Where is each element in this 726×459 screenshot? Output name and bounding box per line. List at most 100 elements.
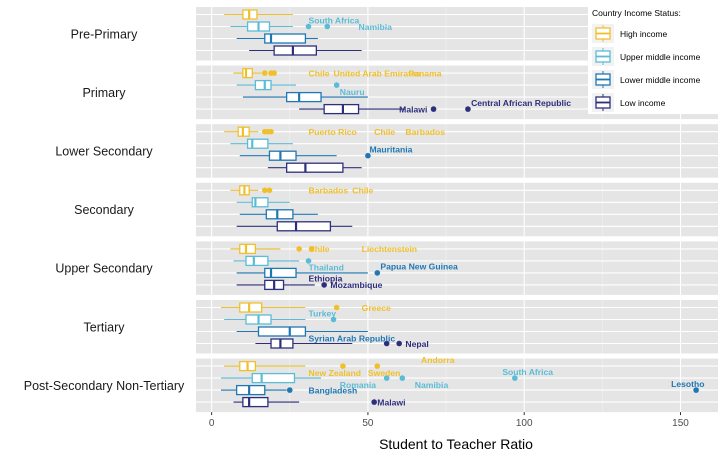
annotation-syrian-arab-republic: Syrian Arab Republic — [309, 333, 396, 343]
outlier-point — [333, 304, 340, 311]
iqr-box — [323, 103, 360, 115]
x-tick-label: 50 — [362, 418, 374, 429]
outlier-point — [371, 399, 377, 405]
box-tertiary-high-income — [221, 302, 306, 313]
iqr-box — [273, 45, 317, 56]
legend-label: Upper middle income — [620, 52, 701, 62]
annotation-namibia: Namibia — [415, 380, 449, 390]
outlier-point — [340, 363, 346, 369]
annotation-ethiopia: Ethiopia — [309, 274, 343, 284]
facet-label-primary: Primary — [82, 86, 126, 100]
box-pre-primary-lower-middle-income — [236, 33, 318, 44]
outlier-point — [324, 23, 331, 30]
iqr-box — [242, 67, 253, 79]
annotation-mauritania: Mauritania — [369, 145, 412, 155]
outlier-point — [512, 375, 518, 381]
box-primary-upper-middle-income — [236, 79, 297, 91]
box-primary-low-income — [299, 103, 406, 115]
box-lower-secondary-low-income — [267, 162, 362, 173]
annotation-namibia: Namibia — [359, 22, 393, 32]
iqr-box — [264, 267, 297, 279]
box-tertiary-lower-middle-income — [236, 326, 368, 337]
box-pre-primary-low-income — [249, 45, 362, 56]
outlier-point — [465, 106, 471, 112]
annotation-south-africa: South Africa — [309, 15, 360, 25]
box-secondary-low-income — [236, 221, 353, 232]
box-upper-secondary-upper-middle-income — [233, 255, 300, 267]
outlier-point — [383, 375, 390, 381]
facet-label-secondary: Secondary — [74, 203, 135, 217]
panel-post-secondary-non-tertiary — [196, 358, 718, 413]
outlier-point — [333, 82, 340, 88]
annotation-central-african-republic: Central African Republic — [471, 98, 571, 108]
legend-entry-high-income: High income — [592, 24, 668, 43]
annotation-nepal: Nepal — [405, 339, 428, 349]
iqr-box — [285, 91, 322, 103]
legend-label: Lower middle income — [620, 75, 701, 85]
legend-title: Country Income Status: — [592, 8, 681, 18]
outlier-point — [286, 387, 293, 393]
facet-label-tertiary: Tertiary — [84, 320, 126, 334]
annotation-panama: Panama — [409, 68, 442, 78]
annotation-barbados: Barbados — [405, 127, 445, 137]
annotation-turkey: Turkey — [309, 308, 337, 318]
box-pre-primary-upper-middle-income — [230, 21, 293, 32]
box-upper-secondary-high-income — [230, 243, 281, 255]
facet-labels: Pre-Primary Primary Lower Secondary Seconda… — [24, 27, 185, 393]
annotation-thailand: Thailand — [309, 263, 344, 273]
box-lower-secondary-upper-middle-income — [230, 138, 293, 149]
x-tick-label: 150 — [672, 418, 689, 429]
annotation-lesotho: Lesotho — [671, 379, 704, 389]
iqr-box — [242, 396, 269, 408]
box-post-secondary-non-tertiary-high-income — [224, 360, 306, 372]
annotation-chile: Chile — [374, 127, 395, 137]
box-upper-secondary-lower-middle-income — [236, 267, 368, 279]
facet-label-post-secondary-non-tertiary: Post-Secondary Non-Tertiary — [24, 379, 185, 393]
annotation-bangladesh: Bangladesh — [309, 385, 358, 395]
outlier-point — [374, 270, 381, 276]
iqr-box — [257, 326, 307, 337]
annotation-papua-new-guinea: Papua New Guinea — [380, 262, 458, 272]
annotation-malawi: Malawi — [399, 104, 427, 114]
outlier-point — [271, 70, 277, 76]
box-post-secondary-non-tertiary-lower-middle-income — [221, 384, 287, 396]
iqr-box — [239, 302, 263, 313]
iqr-box — [285, 162, 344, 173]
facet-label-lower-secondary: Lower Secondary — [55, 144, 153, 158]
outlier-point — [261, 187, 268, 194]
annotation-united-arab-emirates: United Arab Emirates — [334, 68, 421, 78]
outlier-point — [396, 340, 402, 347]
iqr-box — [239, 243, 257, 255]
box-pre-primary-high-income — [224, 9, 293, 20]
x-axis: 0 50 100 150 — [209, 412, 689, 429]
iqr-box — [268, 150, 297, 161]
annotation-chile: Chile — [309, 244, 330, 254]
annotation-chile: Chile — [309, 68, 330, 78]
annotation-south-africa: South Africa — [502, 367, 553, 377]
annotation-romania: Romania — [340, 380, 377, 390]
annotation-barbados: Barbados — [309, 186, 349, 196]
box-primary-lower-middle-income — [242, 91, 368, 103]
box-upper-secondary-low-income — [236, 279, 315, 291]
outlier-point — [330, 316, 337, 323]
iqr-box — [235, 384, 266, 396]
outlier-point — [374, 363, 381, 369]
iqr-box — [264, 33, 307, 44]
annotation-malawi: Malawi — [377, 397, 405, 407]
annotation-nauru: Nauru — [340, 87, 365, 97]
iqr-box — [254, 79, 272, 91]
legend-entry-upper-middle-income: Upper middle income — [592, 47, 701, 66]
outlier-point — [261, 70, 268, 76]
outlier-point — [365, 152, 371, 159]
x-tick-label: 100 — [516, 418, 533, 429]
outlier-point — [383, 340, 390, 347]
x-tick-label: 0 — [209, 418, 215, 429]
facet-label-pre-primary: Pre-Primary — [71, 27, 138, 41]
annotation-liechtenstein: Liechtenstein — [362, 244, 417, 254]
outlier-point — [399, 375, 406, 381]
outlier-point — [308, 246, 315, 252]
legend-entry-low-income: Low income — [592, 93, 666, 112]
iqr-box — [265, 209, 294, 220]
